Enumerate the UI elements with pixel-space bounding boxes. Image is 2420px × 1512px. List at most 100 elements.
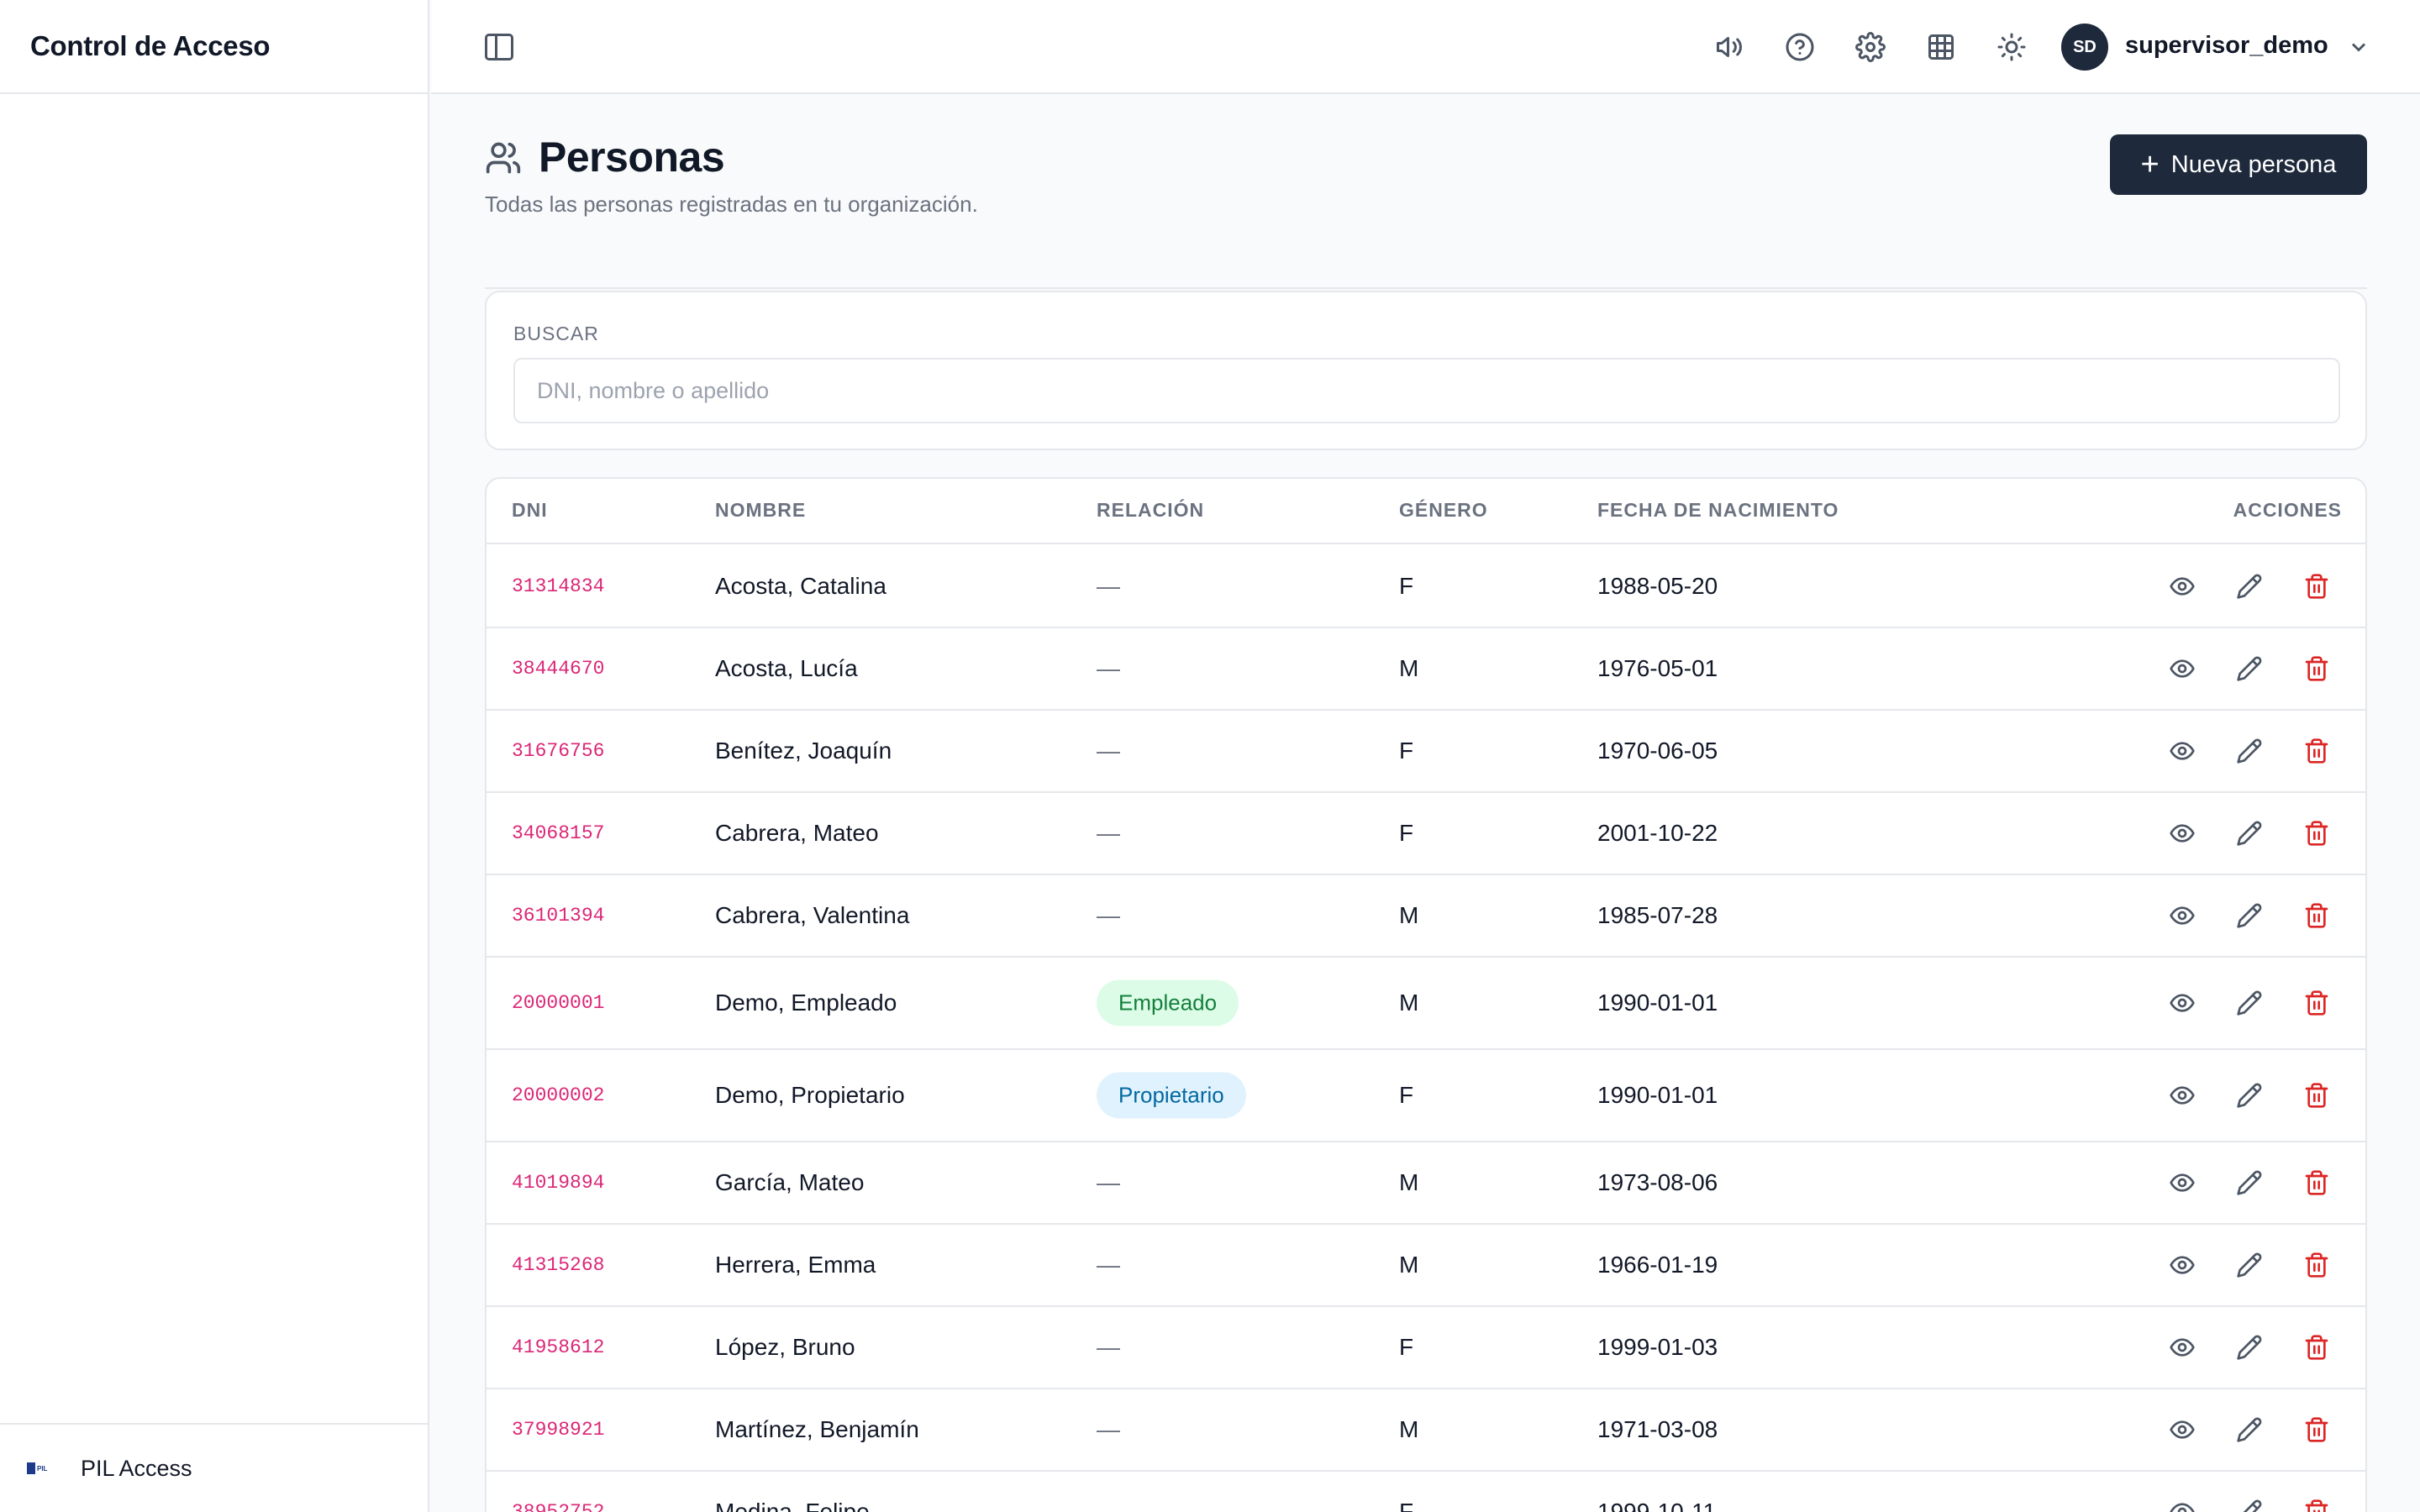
col-genero[interactable]: GÉNERO [1399, 499, 1488, 521]
table-row[interactable]: 38952752 Medina, Felipe — F 1999-10-11 [487, 1472, 2365, 1512]
col-fecha[interactable]: FECHA DE NACIMIENTO [1597, 499, 1839, 521]
gender-cell: M [1399, 902, 1419, 928]
view-icon[interactable] [2169, 1252, 2196, 1278]
edit-icon[interactable] [2236, 738, 2263, 764]
relation-cell: — [1097, 820, 1120, 846]
edit-icon[interactable] [2236, 655, 2263, 682]
name-cell: Demo, Propietario [715, 1082, 905, 1108]
view-icon[interactable] [2169, 655, 2196, 682]
search-card: BUSCAR [485, 291, 2367, 450]
name-cell: López, Bruno [715, 1334, 855, 1360]
view-icon[interactable] [2169, 573, 2196, 600]
view-icon[interactable] [2169, 990, 2196, 1016]
table-row[interactable]: 20000002 Demo, Propietario Propietario F 199… [487, 1050, 2365, 1142]
relation-cell: — [1097, 573, 1120, 599]
delete-icon[interactable] [2303, 990, 2330, 1016]
edit-icon[interactable] [2236, 1334, 2263, 1361]
relation-badge: Propietario [1097, 1072, 1246, 1119]
relation-cell: — [1097, 1169, 1120, 1195]
table-header: DNI NOMBRE RELACIÓN GÉNERO FECHA DE NACI… [487, 479, 2365, 544]
table-row[interactable]: 38444670 Acosta, Lucía — M 1976-05-01 [487, 628, 2365, 711]
edit-icon[interactable] [2236, 1499, 2263, 1512]
persons-table: DNI NOMBRE RELACIÓN GÉNERO FECHA DE NACI… [485, 477, 2367, 1512]
search-label: BUSCAR [513, 323, 599, 344]
col-relacion[interactable]: RELACIÓN [1097, 499, 1205, 521]
edit-icon[interactable] [2236, 1169, 2263, 1196]
gender-cell: M [1399, 1416, 1419, 1442]
view-icon[interactable] [2169, 902, 2196, 929]
delete-icon[interactable] [2303, 902, 2330, 929]
table-row[interactable]: 20000001 Demo, Empleado Empleado M 1990-01-0… [487, 958, 2365, 1050]
relation-cell: — [1097, 1499, 1120, 1512]
settings-icon[interactable] [1854, 30, 1887, 64]
table-row[interactable]: 37998921 Martínez, Benjamín — M 1971-03-08 [487, 1389, 2365, 1472]
view-icon[interactable] [2169, 1416, 2196, 1443]
gender-cell: F [1399, 820, 1414, 846]
delete-icon[interactable] [2303, 1082, 2330, 1109]
new-person-button[interactable]: + Nueva persona [2110, 134, 2367, 195]
dni-cell: 31676756 [512, 740, 605, 762]
delete-icon[interactable] [2303, 1499, 2330, 1512]
name-cell: Herrera, Emma [715, 1252, 876, 1278]
table-row[interactable]: 41958612 López, Bruno — F 1999-01-03 [487, 1307, 2365, 1389]
dni-cell: 36101394 [512, 905, 605, 927]
col-nombre[interactable]: NOMBRE [715, 499, 807, 521]
table-row[interactable]: 41019894 García, Mateo — M 1973-08-06 [487, 1142, 2365, 1225]
view-icon[interactable] [2169, 1169, 2196, 1196]
delete-icon[interactable] [2303, 1416, 2330, 1443]
volume-icon[interactable] [1712, 30, 1746, 64]
edit-icon[interactable] [2236, 1416, 2263, 1443]
username[interactable]: supervisor_demo [2125, 32, 2328, 59]
relation-cell: — [1097, 1416, 1120, 1442]
birthdate-cell: 1966-01-19 [1597, 1252, 1718, 1278]
delete-icon[interactable] [2303, 655, 2330, 682]
birthdate-cell: 1971-03-08 [1597, 1416, 1718, 1442]
edit-icon[interactable] [2236, 902, 2263, 929]
delete-icon[interactable] [2303, 820, 2330, 847]
sidebar-toggle-icon[interactable] [485, 34, 513, 60]
name-cell: Martínez, Benjamín [715, 1416, 919, 1442]
birthdate-cell: 1990-01-01 [1597, 990, 1718, 1016]
view-icon[interactable] [2169, 1499, 2196, 1512]
table-row[interactable]: 36101394 Cabrera, Valentina — M 1985-07-28 [487, 875, 2365, 958]
col-dni[interactable]: DNI [512, 499, 548, 521]
edit-icon[interactable] [2236, 1252, 2263, 1278]
dni-cell: 37998921 [512, 1419, 605, 1441]
view-icon[interactable] [2169, 738, 2196, 764]
dni-cell: 31314834 [512, 575, 605, 597]
table-row[interactable]: 41315268 Herrera, Emma — M 1966-01-19 [487, 1225, 2365, 1307]
edit-icon[interactable] [2236, 1082, 2263, 1109]
edit-icon[interactable] [2236, 573, 2263, 600]
delete-icon[interactable] [2303, 573, 2330, 600]
table-row[interactable]: 31314834 Acosta, Catalina — F 1988-05-20 [487, 546, 2365, 628]
edit-icon[interactable] [2236, 820, 2263, 847]
delete-icon[interactable] [2303, 1169, 2330, 1196]
grid-icon[interactable] [1924, 30, 1958, 64]
name-cell: Cabrera, Valentina [715, 902, 910, 928]
delete-icon[interactable] [2303, 1334, 2330, 1361]
page-subtitle: Todas las personas registradas en tu org… [485, 192, 978, 217]
name-cell: Cabrera, Mateo [715, 820, 879, 846]
topbar: SD supervisor_demo [431, 0, 2420, 94]
search-input[interactable] [513, 358, 2340, 423]
view-icon[interactable] [2169, 1082, 2196, 1109]
view-icon[interactable] [2169, 1334, 2196, 1361]
table-row[interactable]: 31676756 Benítez, Joaquín — F 1970-06-05 [487, 711, 2365, 793]
relation-cell: — [1097, 1334, 1120, 1360]
sun-icon[interactable] [1995, 30, 2028, 64]
relation-badge: Empleado [1097, 979, 1239, 1026]
view-icon[interactable] [2169, 820, 2196, 847]
delete-icon[interactable] [2303, 738, 2330, 764]
birthdate-cell: 1970-06-05 [1597, 738, 1718, 764]
gender-cell: M [1399, 990, 1419, 1016]
chevron-down-icon[interactable] [2347, 35, 2370, 59]
relation-cell: — [1097, 1252, 1120, 1278]
name-cell: Benítez, Joaquín [715, 738, 892, 764]
delete-icon[interactable] [2303, 1252, 2330, 1278]
sidebar-footer[interactable]: PIL PIL Access [0, 1423, 428, 1512]
birthdate-cell: 1990-01-01 [1597, 1082, 1718, 1108]
table-row[interactable]: 34068157 Cabrera, Mateo — F 2001-10-22 [487, 793, 2365, 875]
help-icon[interactable] [1783, 30, 1817, 64]
edit-icon[interactable] [2236, 990, 2263, 1016]
avatar[interactable]: SD [2061, 24, 2108, 71]
